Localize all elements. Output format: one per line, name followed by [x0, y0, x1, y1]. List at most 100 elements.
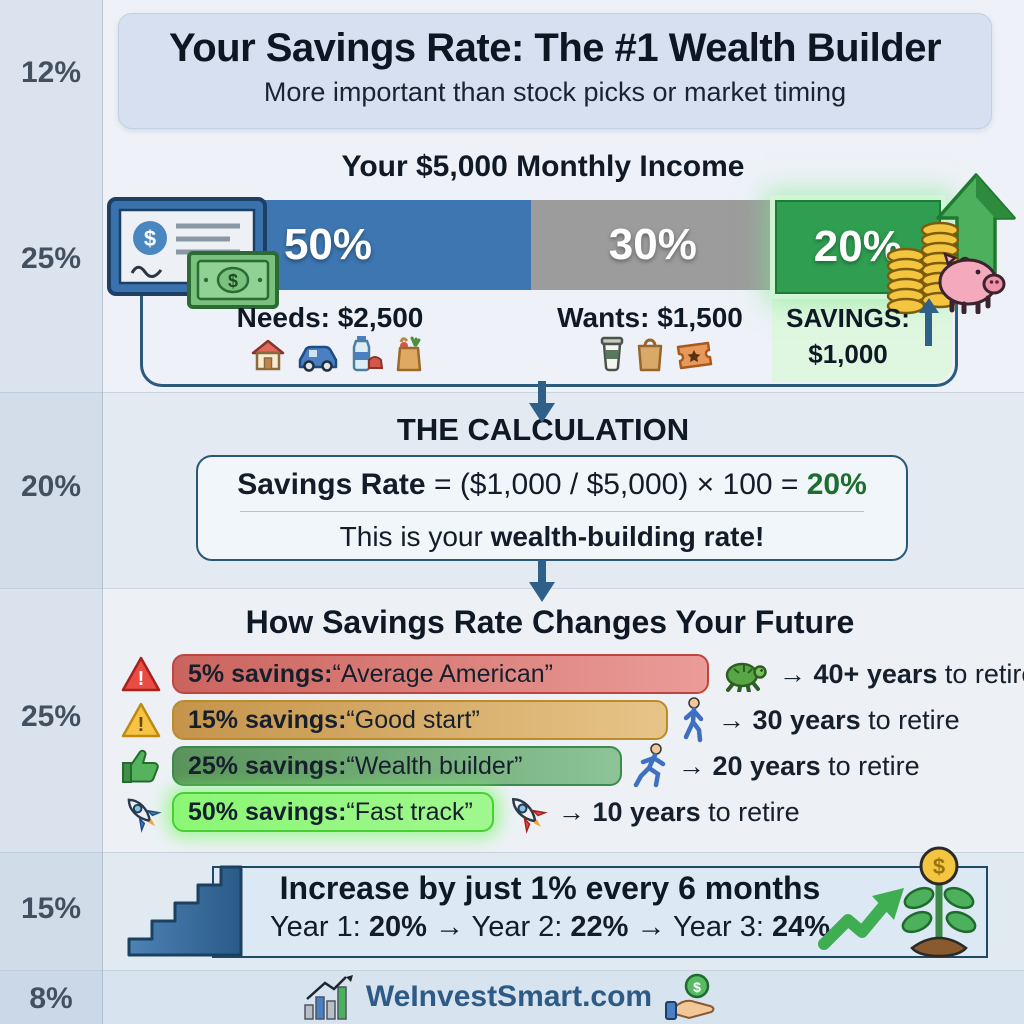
page-subtitle: More important than stock picks or marke… — [263, 77, 847, 107]
formula-result: 20% — [806, 468, 867, 501]
year-pct: 20% — [368, 911, 427, 943]
header-box: Your Savings Rate: The #1 Wealth Builder… — [118, 13, 992, 129]
arrow-glyph: → — [779, 658, 814, 689]
svg-text:$: $ — [693, 979, 701, 995]
footer: WeInvestSmart.com $ — [0, 972, 1024, 1022]
sidebar-label: 15% — [20, 892, 82, 925]
rate-label: 5% savings: — [188, 659, 333, 688]
year-text: Year 1: — [269, 911, 369, 943]
car-icon — [296, 342, 340, 372]
needs-segment-label: 50% — [283, 220, 373, 269]
down-arrow-icon — [528, 381, 556, 423]
shopping-bag-icon — [634, 334, 666, 372]
years-bold: 30 years — [752, 704, 861, 735]
rocket-blue-icon — [120, 790, 162, 834]
year-pct: 22% — [570, 911, 629, 943]
year-text: → Year 2: — [426, 911, 571, 943]
retirement-time: → 40+ years to retire — [779, 659, 1024, 690]
savings-label-line2: $1,000 — [808, 339, 888, 369]
grocery-bag-icon — [392, 334, 426, 372]
note-bold: wealth-building rate! — [490, 521, 765, 552]
growth-text-block: Increase by just 1% every 6 months Year … — [240, 870, 860, 944]
page-title: Your Savings Rate: The #1 Wealth Builder — [168, 26, 942, 70]
savings-label: SAVINGS: $1,000 — [772, 300, 924, 372]
money-plant-icon: $ — [892, 844, 986, 960]
wants-icon-row — [598, 334, 714, 372]
rate-quote: “Fast track” — [346, 797, 473, 826]
formula-body: = ($1,000 / $5,000) × 100 = — [425, 468, 807, 501]
savings-label-line1: SAVINGS: — [786, 303, 910, 333]
retirement-time: → 10 years to retire — [558, 797, 800, 828]
savings-rate-bar: 50% savings: “Fast track” — [172, 792, 494, 832]
rate-label: 50% savings: — [188, 797, 347, 826]
needs-icon-row — [248, 334, 426, 372]
svg-text:!: ! — [138, 714, 145, 736]
website-link[interactable]: WeInvestSmart.com — [365, 980, 653, 1013]
years-tail: to retire — [860, 704, 960, 735]
note-plain: This is your — [339, 521, 491, 552]
retirement-time: → 20 years to retire — [678, 751, 920, 782]
sidebar-label: 12% — [20, 56, 82, 89]
savings-rate-bar: 25% savings: “Wealth builder” — [172, 746, 622, 786]
svg-text:!: ! — [138, 668, 145, 690]
band-footer — [0, 970, 1024, 1024]
future-heading: How Savings Rate Changes Your Future — [245, 604, 855, 640]
walking-person-icon — [678, 697, 708, 743]
wants-label: Wants: $1,500 — [557, 302, 743, 333]
rocket-red-icon — [504, 790, 548, 834]
running-person-icon — [632, 743, 668, 789]
income-heading: Your $5,000 Monthly Income — [341, 150, 745, 183]
hand-coin-icon: $ — [664, 972, 722, 1022]
calculation-note: This is your wealth-building rate! — [198, 521, 906, 553]
savings-rate-bar: 5% savings: “Average American” — [172, 654, 709, 694]
arrow-glyph: → — [558, 796, 593, 827]
savings-segment-label: 20% — [813, 222, 902, 271]
years-bold: 10 years — [592, 796, 701, 827]
bar-chart-icon — [302, 973, 354, 1021]
rate-quote: “Good start” — [346, 705, 480, 734]
zigzag-up-arrow-icon — [818, 882, 910, 952]
future-row-15pct: ! 15% savings: “Good start” → 30 years t… — [120, 697, 960, 743]
sidebar-label: 25% — [20, 700, 82, 733]
svg-text:$: $ — [144, 226, 156, 251]
down-arrow-icon — [528, 560, 556, 602]
future-row-50pct: 50% savings: “Fast track” → 10 years to … — [120, 790, 800, 834]
house-icon — [248, 338, 288, 372]
year-pct: 24% — [771, 911, 831, 943]
coffee-cup-icon — [598, 334, 626, 372]
years-tail: to retire — [700, 796, 800, 827]
years-bold: 20 years — [712, 750, 821, 781]
water-bottle-icon — [348, 334, 384, 372]
years-bold: 40+ years — [813, 658, 938, 689]
years-tail: to retire — [944, 658, 1024, 689]
formula-term: Savings Rate — [237, 468, 426, 501]
sidebar-label: 8% — [29, 982, 73, 1015]
rate-quote: “Average American” — [332, 659, 553, 688]
income-bracket-outline — [140, 246, 958, 387]
needs-label: Needs: $2,500 — [236, 302, 424, 333]
growth-banner-box — [212, 866, 988, 958]
calculation-divider — [240, 511, 864, 512]
savings-rate-bar: 15% savings: “Good start” — [172, 700, 668, 740]
growth-progression: Year 1: 20% → Year 2: 22% → Year 3: 24% — [240, 911, 860, 944]
stairs-icon — [126, 864, 244, 958]
piggy-bank-icon — [928, 246, 1014, 314]
future-row-25pct: 25% savings: “Wealth builder” → 20 years… — [120, 743, 920, 789]
sidebar-label: 25% — [20, 242, 82, 275]
svg-text:$: $ — [933, 854, 945, 879]
arrow-glyph: → — [678, 750, 713, 781]
growth-headline: Increase by just 1% every 6 months — [279, 870, 821, 906]
future-row-5pct: ! 5% savings: “Average American” → 40+ y… — [120, 652, 1024, 696]
rate-label: 15% savings: — [188, 705, 347, 734]
thumbs-up-icon — [120, 746, 162, 786]
wants-segment: 30% — [531, 200, 775, 290]
warning-red-icon: ! — [120, 654, 162, 694]
retirement-time: → 30 years to retire — [718, 705, 960, 736]
rate-label: 25% savings: — [188, 751, 347, 780]
left-percentage-sidebar — [0, 0, 103, 1024]
rate-quote: “Wealth builder” — [346, 751, 523, 780]
years-tail: to retire — [820, 750, 920, 781]
dollar-bill-icon: $ — [186, 250, 280, 310]
savings-segment: 20% — [774, 200, 941, 294]
